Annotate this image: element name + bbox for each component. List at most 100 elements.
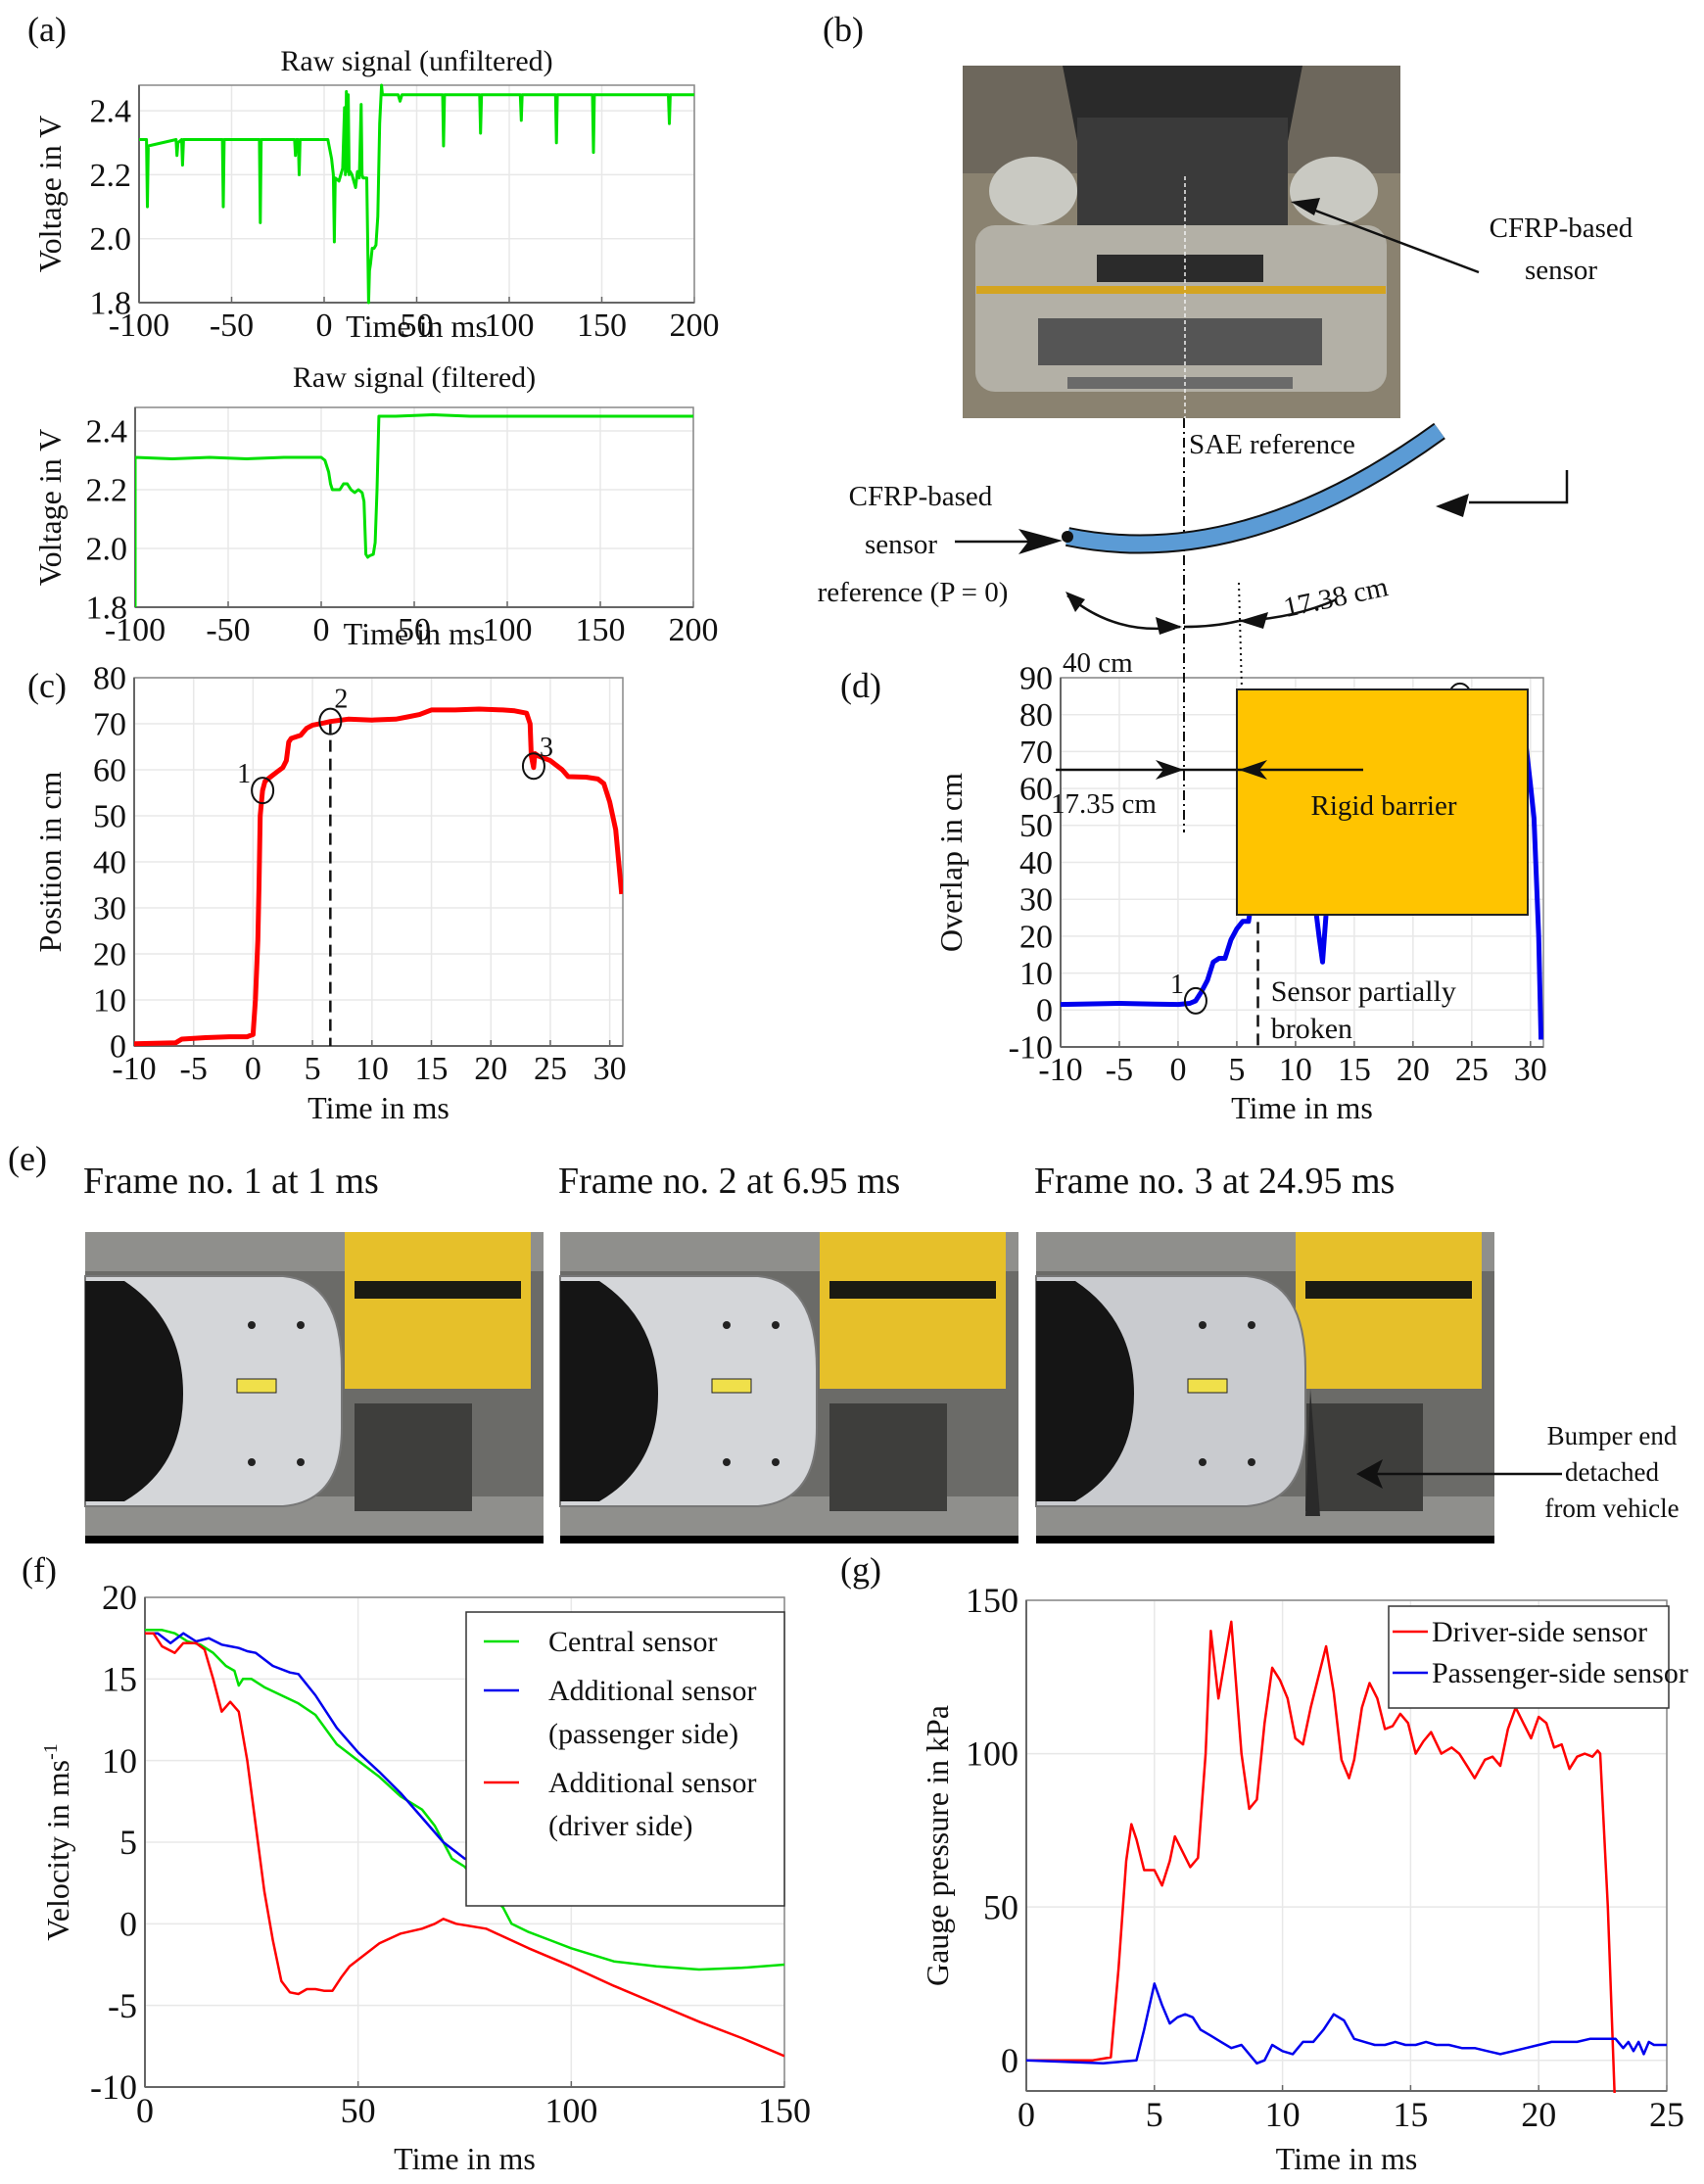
y-tick-label: 40 — [93, 844, 126, 880]
y-tick-label: 2.0 — [86, 531, 128, 567]
x-tick-label: 15 — [415, 1051, 449, 1087]
measurement-target — [711, 1378, 752, 1394]
y-tick-label: 1.8 — [86, 590, 128, 626]
y-tick-label: 0 — [119, 1904, 137, 1943]
y-tick-label: 2.4 — [90, 94, 132, 130]
windshield — [85, 1281, 183, 1501]
y-tick-label: 60 — [1019, 772, 1053, 808]
legend-entry-label: (driver side) — [548, 1810, 692, 1842]
legend: Central sensor Additional sensor (passenge… — [465, 1611, 785, 1907]
dist-40cm-label: 40 cm — [1063, 647, 1133, 679]
bumper-annotation-line2: detached — [1565, 1457, 1659, 1487]
sensor-reference-label-3: reference (P = 0) — [818, 577, 1009, 608]
chart-title: Raw signal (unfiltered) — [280, 45, 552, 77]
x-tick-label: 20 — [474, 1051, 507, 1087]
chart-position: -10 -5 0 5 10 15 20 25 30 0 10 20 30 40 50 60 70 80 1 2 3 Tim… — [32, 660, 627, 1125]
x-tick-label: 0 — [316, 308, 333, 344]
y-tick-label: 15 — [102, 1659, 137, 1698]
y-axis-label-text: Velocity in ms — [40, 1760, 75, 1941]
y-tick-label: 2.2 — [86, 472, 128, 508]
panel-e-frames: Frame no. 1 at 1 ms Frame no. 2 at 6.95 m… — [83, 1161, 1494, 1543]
barrier-block — [820, 1232, 1006, 1389]
x-tick-label: -5 — [180, 1051, 208, 1087]
x-tick-label: -50 — [206, 612, 250, 648]
sensor-broken-annotation: broken — [1271, 1013, 1352, 1045]
y-tick-label: 20 — [102, 1578, 137, 1617]
chart-raw-filtered: -100 -50 0 50 100 150 200 1.8 2.0 2.2 2.4 Raw signa… — [32, 361, 719, 651]
x-tick-label: 0 — [245, 1051, 261, 1087]
event-marker-label: 1 — [1170, 970, 1184, 1000]
x-tick-label: 10 — [1265, 2095, 1301, 2134]
y-tick-label: 0 — [1001, 2041, 1018, 2080]
frame-title: Frame no. 1 at 1 ms — [83, 1161, 379, 1202]
bumper-annotation: Bumper end detached from vehicle — [1356, 1421, 1680, 1523]
x-axis-label: Time in ms — [394, 2141, 536, 2176]
y-tick-label: 50 — [983, 1887, 1018, 1926]
frame-title: Frame no. 2 at 6.95 ms — [558, 1161, 900, 1202]
y-tick-label: -10 — [90, 2067, 137, 2107]
barrier-block — [345, 1232, 531, 1389]
series-line-additional-sensor-driver-side- — [145, 1632, 784, 2058]
series-line-raw-signal — [139, 83, 694, 305]
y-tick-label: 150 — [966, 1581, 1018, 1620]
series-line-passenger-side-sensor — [1026, 1982, 1667, 2065]
y-axis-label-text: Gauge pressure in kPa — [920, 1705, 955, 1986]
x-tick-label: 25 — [1649, 2095, 1684, 2134]
x-tick-label: 0 — [1169, 1052, 1186, 1088]
x-tick-label: 100 — [485, 308, 535, 344]
arrow-to-photo-sensor — [1302, 204, 1480, 274]
event-marker-circle — [1183, 986, 1207, 1015]
x-tick-label: 0 — [136, 2091, 154, 2130]
rigid-barrier — [1236, 688, 1529, 916]
legend-box — [1388, 1605, 1670, 1709]
legend-entry-label: (passenger side) — [548, 1718, 738, 1750]
y-tick-label: 80 — [93, 660, 126, 696]
dist-1735cm-label: 17.35 cm — [1051, 788, 1157, 820]
x-tick-label: 10 — [1279, 1052, 1312, 1088]
sensor-reference-label-2: sensor — [865, 529, 937, 560]
bumper-annotation-line1: Bumper end — [1547, 1421, 1678, 1450]
panel-label-g: (g) — [840, 1550, 881, 1590]
event-marker-circle — [318, 707, 343, 736]
y-tick-label: 50 — [93, 798, 126, 834]
y-tick-label: 20 — [1019, 919, 1053, 955]
x-tick-label: 200 — [669, 612, 719, 648]
series-line-central-sensor — [145, 1629, 784, 1971]
y-tick-label: 80 — [1019, 697, 1053, 734]
y-axis-label: Velocity in ms-1 — [40, 1743, 75, 1941]
x-axis-label: Time in ms — [308, 1090, 450, 1125]
crash-frame-2: Frame no. 2 at 6.95 ms — [558, 1161, 1018, 1543]
cfrp-sensor-label-line1: CFRP-based — [1490, 213, 1633, 244]
panel-label-c: (c) — [27, 666, 67, 705]
y-tick-label: 70 — [1019, 735, 1053, 771]
y-tick-label: 50 — [1019, 808, 1053, 844]
y-tick-label: -10 — [1009, 1029, 1053, 1066]
panel-label-b: (b) — [823, 10, 864, 49]
x-axis-label: Time in ms — [344, 616, 486, 651]
panel-label-a: (a) — [27, 10, 67, 49]
crash-frame-3: Frame no. 3 at 24.95 ms — [1034, 1161, 1494, 1543]
windshield — [560, 1281, 658, 1501]
y-tick-label: 90 — [1019, 660, 1053, 696]
x-tick-label: 50 — [398, 612, 431, 648]
series-line-position — [134, 706, 623, 1047]
y-axis-label: Overlap in cm — [933, 773, 969, 952]
y-tick-label: 0 — [1036, 993, 1053, 1029]
x-tick-label: 10 — [355, 1051, 389, 1087]
x-axis-label: Time in ms — [346, 309, 488, 344]
x-tick-label: 150 — [758, 2091, 811, 2130]
panel-label-f: (f) — [22, 1550, 57, 1590]
legend-box — [465, 1611, 785, 1907]
cfrp-sensor-strip — [976, 286, 1386, 294]
barrier-block — [1296, 1232, 1482, 1389]
y-tick-label: 0 — [110, 1028, 126, 1065]
y-tick-label: 10 — [102, 1741, 137, 1780]
x-tick-label: 0 — [313, 612, 330, 648]
y-tick-label: 20 — [93, 936, 126, 973]
y-tick-label: 70 — [93, 706, 126, 742]
y-tick-label: 2.0 — [90, 221, 132, 258]
x-tick-label: -5 — [1106, 1052, 1133, 1088]
y-axis-label: Gauge pressure in kPa — [920, 1705, 955, 1986]
panel-label-e: (e) — [8, 1139, 47, 1178]
detached-bumper — [1305, 1389, 1320, 1516]
